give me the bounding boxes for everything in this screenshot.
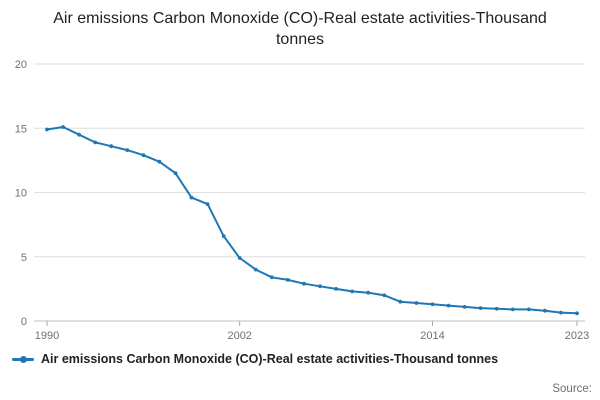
x-axis-tick-label: 2014 — [420, 330, 444, 342]
data-point — [334, 287, 338, 292]
x-axis-tick-label: 2002 — [227, 330, 251, 342]
data-point — [350, 289, 355, 294]
data-point — [414, 301, 419, 306]
legend: Air emissions Carbon Monoxide (CO)-Real … — [0, 350, 600, 366]
data-point — [462, 305, 467, 310]
y-axis-tick-label: 0 — [21, 316, 27, 328]
data-point — [526, 307, 531, 312]
data-point — [269, 275, 274, 280]
data-point — [237, 256, 242, 261]
data-point — [109, 144, 114, 149]
data-point — [302, 282, 306, 286]
data-point — [398, 300, 403, 304]
data-point — [478, 306, 483, 311]
data-point — [173, 171, 178, 176]
data-point — [510, 307, 515, 312]
x-axis-tick-label: 1990 — [35, 330, 59, 342]
data-point — [366, 291, 371, 295]
y-axis-tick-label: 15 — [15, 124, 27, 136]
data-point — [382, 293, 387, 298]
data-point — [318, 284, 322, 289]
data-point — [221, 234, 226, 239]
data-point — [446, 303, 451, 308]
y-axis-tick-label: 10 — [15, 188, 27, 200]
data-point — [575, 311, 579, 316]
y-axis-tick-label: 5 — [21, 252, 27, 264]
legend-line-marker-icon — [12, 355, 34, 363]
data-point — [430, 302, 435, 307]
data-point — [205, 202, 210, 207]
legend-item-series-0[interactable]: Air emissions Carbon Monoxide (CO)-Real … — [12, 352, 498, 366]
data-point — [125, 148, 130, 153]
data-point — [543, 309, 547, 313]
series-line — [46, 126, 578, 315]
legend-label: Air emissions Carbon Monoxide (CO)-Real … — [41, 352, 499, 367]
source-label: Source: — [552, 383, 592, 395]
data-point — [157, 160, 162, 164]
data-point — [45, 127, 49, 132]
data-point — [77, 133, 81, 137]
data-point — [494, 307, 499, 311]
chart-title: Air emissions Carbon Monoxide (CO)-Real … — [53, 10, 547, 49]
line-chart: 0 5 10 15 20 1990 2002 2014 2023 — [15, 59, 589, 342]
y-axis-tick-label: 20 — [15, 59, 27, 71]
data-point — [61, 125, 65, 130]
data-point — [253, 267, 258, 272]
data-point — [189, 195, 194, 200]
data-point — [93, 140, 98, 145]
data-point — [286, 278, 290, 283]
data-point — [559, 310, 563, 315]
data-point — [141, 153, 146, 158]
x-axis-tick-label: 2023 — [565, 330, 589, 342]
